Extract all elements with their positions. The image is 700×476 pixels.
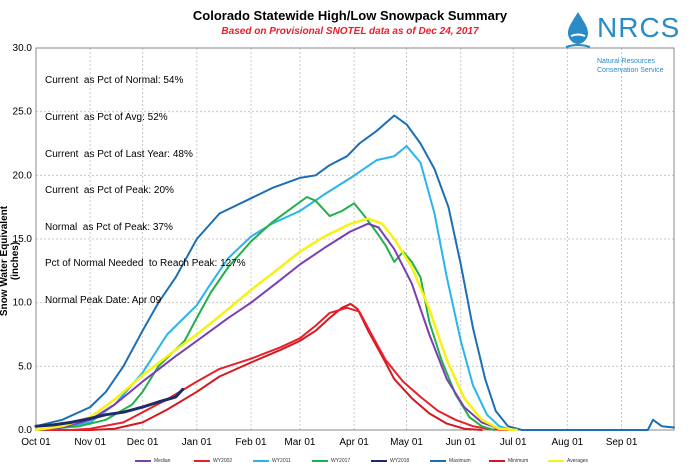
x-tick-label: Feb 01 [235, 437, 267, 448]
x-tick-label: May 01 [390, 437, 423, 448]
legend-label: WY2017 [331, 458, 351, 464]
plot-frame [35, 47, 675, 431]
logo-subtitle: Natural Resources Conservation Service [597, 57, 664, 75]
stat-line: Pct of Normal Needed to Reach Peak: 127% [45, 258, 246, 270]
y-tick-label: 30.0 [13, 43, 33, 54]
legend-item: Median [135, 458, 170, 464]
legend-item: WY2002 [194, 458, 232, 464]
series-line-wy2011 [35, 145, 513, 431]
legend-label: Minimum [508, 458, 529, 464]
legend-item: WY2011 [253, 458, 291, 464]
series-line-averages [34, 217, 518, 432]
legend-item: WY2017 [312, 458, 350, 464]
series-line-median [35, 222, 518, 431]
stat-line: Normal as Pct of Peak: 37% [45, 221, 173, 233]
y-tick-label: 15.0 [13, 234, 33, 245]
legend-swatch [194, 460, 210, 462]
logo-text: NRCS [597, 12, 681, 43]
y-tick-label: 0.0 [18, 425, 32, 436]
x-tick-labels: Oct 01 Nov 01 Dec 01 Jan 01 Feb 01 Mar 01 Apr … [21, 437, 638, 448]
chart-title: Colorado Statewide High/Low Snowpack Sum… [192, 8, 508, 23]
series-line-wy2018 [34, 387, 185, 428]
legend-swatch [548, 460, 564, 462]
plot-border [35, 47, 675, 431]
nrcs-logo-icon [565, 12, 591, 48]
series-lines [34, 114, 675, 432]
legend-label: Averages [567, 458, 589, 464]
y-axis-label: Snow Water Equivalent (inches) [0, 205, 21, 317]
legend-swatch [489, 460, 505, 462]
legend-item: Averages [548, 458, 588, 464]
x-tick-label: Jul 01 [500, 437, 527, 448]
series-line-maximum [35, 114, 675, 431]
x-tick-label: Aug 01 [552, 437, 584, 448]
stat-line: Normal Peak Date: Apr 09 [45, 295, 162, 307]
legend-swatch [312, 460, 328, 462]
legend-label: WY2011 [272, 458, 291, 464]
y-tick-label: 25.0 [13, 107, 33, 118]
stat-line: Current as Pct of Last Year: 48% [45, 148, 193, 160]
legend-label: Median [154, 458, 171, 464]
legend-label: WY2002 [213, 458, 233, 464]
y-tick-labels: 0.0 5.0 10.0 15.0 20.0 25.0 30.0 [13, 43, 33, 436]
legend-item: Maximum [430, 458, 471, 464]
stat-line: Current as Pct of Avg: 52% [45, 112, 168, 124]
x-tick-label: Apr 01 [339, 437, 369, 448]
series-line-minimum [35, 302, 483, 431]
x-tick-label: Nov 01 [74, 437, 106, 448]
x-tick-label: Mar 01 [284, 437, 316, 448]
legend-label: Maximum [449, 458, 471, 464]
x-tick-label: Jan 01 [182, 437, 212, 448]
stat-line: Current as Pct of Normal: 54% [45, 75, 184, 87]
x-tick-label: Oct 01 [21, 437, 51, 448]
logo-subtitle-line: Conservation Service [597, 67, 664, 74]
legend-swatch [135, 460, 151, 462]
series-line-wy2002 [35, 306, 509, 431]
y-tick-label: 5.0 [18, 361, 32, 372]
legend-swatch [430, 460, 446, 462]
legend-label: WY2018 [390, 458, 410, 464]
stat-line: Current as Pct of Peak: 20% [45, 185, 174, 197]
x-tick-label: Sep 01 [606, 437, 638, 448]
series-line-wy2017 [35, 196, 495, 431]
y-tick-label: 20.0 [13, 170, 33, 181]
legend-swatch [371, 460, 387, 462]
logo-subtitle-line: Natural Resources [597, 58, 655, 65]
legend-item: Minimum [489, 458, 528, 464]
legend-swatch [253, 460, 269, 462]
stats-panel: Current as Pct of Normal: 54% Current as… [45, 51, 246, 319]
legend: Median WY2002 WY2011 WY2017 WY2018 Maximum Min… [135, 458, 605, 470]
x-tick-label: Dec 01 [127, 437, 159, 448]
legend-item: WY2018 [371, 458, 409, 464]
y-tick-label: 10.0 [13, 298, 33, 309]
chart-subtitle: Based on Provisional SNOTEL data as of D… [221, 26, 479, 37]
x-tick-label: Jun 01 [446, 437, 476, 448]
